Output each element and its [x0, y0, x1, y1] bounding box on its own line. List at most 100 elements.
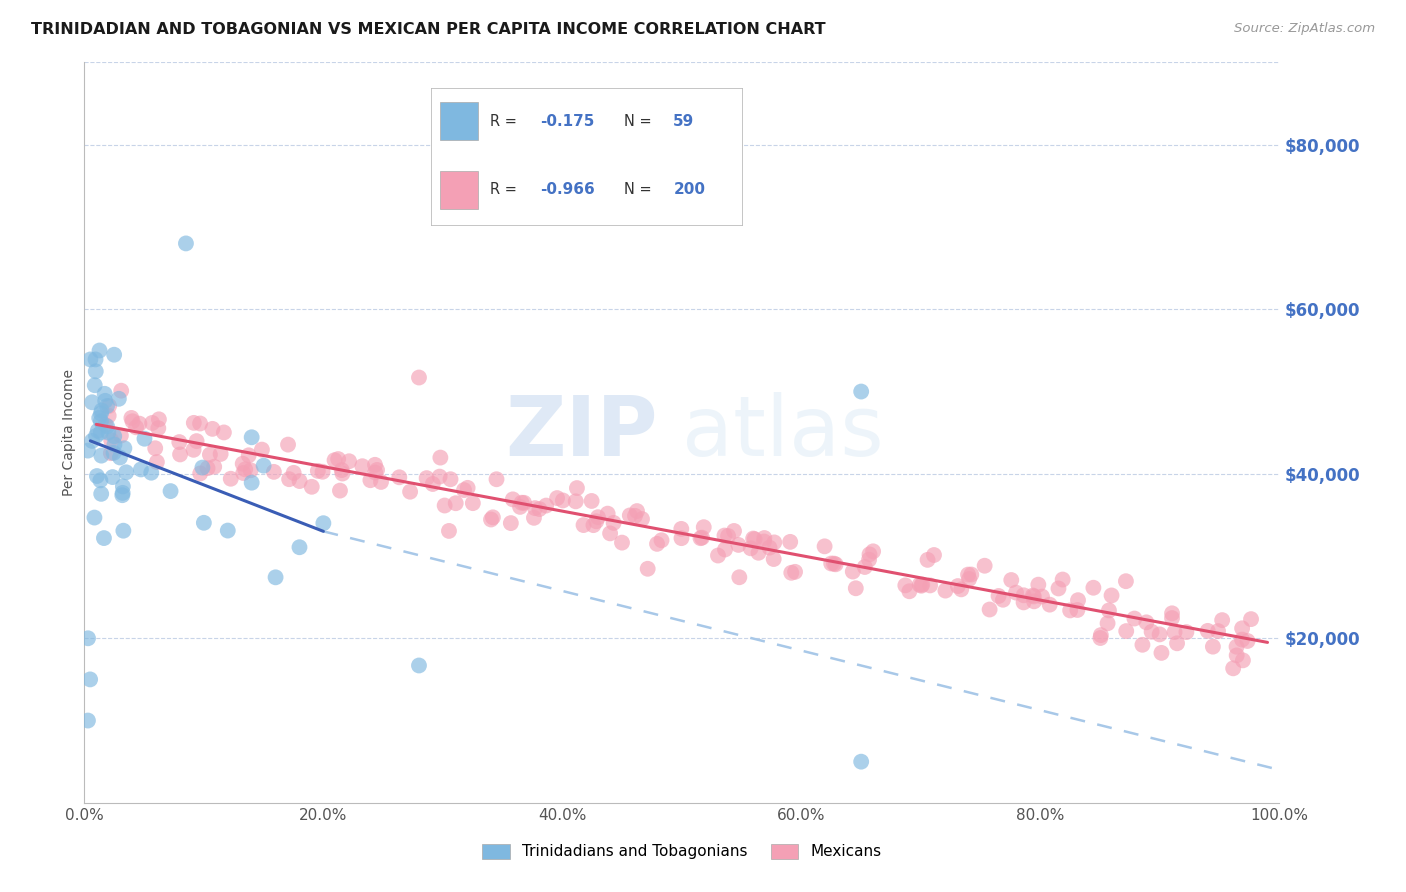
Point — [1197, 624, 1219, 638]
Point — [332, 467, 354, 481]
Legend: Trinidadians and Tobagonians, Mexicans: Trinidadians and Tobagonians, Mexicans — [477, 838, 887, 865]
Point — [523, 501, 546, 516]
Point — [278, 472, 301, 486]
Point — [212, 425, 235, 440]
Point — [551, 493, 574, 508]
Point — [599, 526, 621, 541]
Point — [101, 470, 124, 484]
Point — [97, 409, 120, 423]
Point — [610, 535, 633, 549]
Point — [197, 461, 219, 475]
Point — [183, 416, 205, 430]
Point — [84, 429, 107, 443]
Point — [619, 508, 641, 523]
Point — [851, 384, 873, 399]
Point — [330, 463, 353, 477]
Point — [1163, 625, 1185, 640]
Point — [845, 581, 868, 595]
Point — [96, 419, 118, 434]
Point — [631, 512, 654, 526]
Point — [960, 567, 983, 582]
Point — [585, 514, 607, 528]
Point — [301, 480, 323, 494]
Point — [1022, 589, 1045, 603]
Point — [169, 447, 191, 461]
Point — [253, 458, 276, 473]
Point — [232, 466, 254, 480]
Point — [1166, 636, 1188, 650]
Point — [77, 443, 100, 458]
Point — [89, 343, 111, 358]
Point — [422, 477, 444, 491]
Point — [93, 531, 115, 545]
Point — [108, 450, 131, 465]
Point — [671, 522, 693, 536]
Point — [1240, 612, 1263, 626]
Point — [219, 472, 242, 486]
Point — [908, 578, 931, 592]
Point — [1022, 590, 1045, 604]
Point — [112, 442, 135, 456]
Point — [82, 395, 104, 409]
Point — [366, 463, 388, 477]
Text: Source: ZipAtlas.com: Source: ZipAtlas.com — [1234, 22, 1375, 36]
Point — [90, 449, 112, 463]
Point — [820, 557, 842, 571]
Point — [582, 518, 605, 533]
Point — [202, 459, 225, 474]
Point — [637, 562, 659, 576]
Point — [233, 462, 256, 476]
Point — [742, 532, 765, 546]
Point — [288, 541, 311, 555]
Point — [100, 434, 122, 448]
Point — [83, 510, 105, 524]
Point — [717, 529, 740, 543]
Point — [499, 516, 522, 530]
Point — [159, 484, 181, 499]
Point — [1226, 648, 1249, 663]
Point — [444, 496, 467, 510]
Point — [111, 488, 134, 502]
Point — [90, 407, 112, 421]
Point — [110, 384, 132, 398]
Point — [311, 465, 333, 479]
Point — [1067, 593, 1090, 607]
Point — [534, 499, 557, 513]
Point — [388, 470, 411, 484]
Point — [973, 558, 995, 573]
Point — [1097, 616, 1119, 631]
Point — [90, 414, 112, 428]
Point — [1090, 631, 1112, 645]
Point — [1232, 653, 1254, 667]
Point — [918, 578, 941, 592]
Point — [312, 516, 335, 531]
Point — [690, 531, 713, 545]
Y-axis label: Per Capita Income: Per Capita Income — [62, 369, 76, 496]
Point — [288, 474, 311, 488]
Point — [141, 466, 163, 480]
Point — [370, 475, 392, 489]
Point — [728, 570, 751, 584]
Point — [217, 524, 239, 538]
Point — [108, 392, 131, 406]
Point — [337, 454, 360, 468]
Point — [1211, 613, 1233, 627]
Point — [744, 532, 766, 546]
Point — [415, 471, 437, 485]
Point — [453, 483, 475, 497]
Point — [399, 484, 422, 499]
Point — [858, 552, 880, 566]
Point — [79, 673, 101, 687]
Point — [1175, 625, 1198, 640]
Point — [707, 549, 730, 563]
Point — [240, 430, 263, 444]
Point — [602, 516, 624, 530]
Point — [84, 352, 107, 367]
Point — [1031, 590, 1053, 604]
Point — [364, 466, 387, 480]
Point — [461, 496, 484, 510]
Point — [1123, 611, 1146, 625]
Point — [626, 504, 648, 518]
Point — [1230, 621, 1253, 635]
Point — [564, 494, 586, 508]
